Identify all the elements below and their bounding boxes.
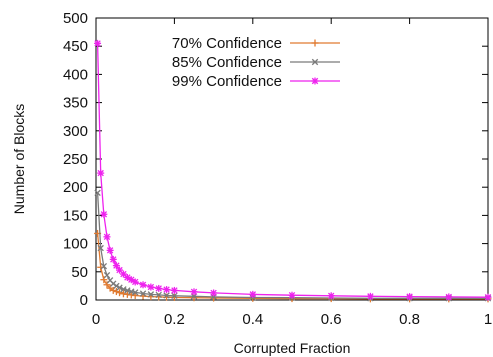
data-point: [113, 282, 120, 290]
data-point: [445, 293, 453, 301]
data-point: [103, 271, 111, 279]
data-point: [100, 276, 108, 284]
data-point: [484, 293, 492, 301]
y-tick-label: 350: [63, 95, 88, 112]
data-point: [147, 283, 155, 291]
data-point: [327, 292, 335, 300]
data-point: [139, 281, 147, 289]
y-axis-title: Number of Blocks: [11, 104, 27, 214]
data-point: [155, 291, 162, 299]
data-point: [190, 288, 198, 296]
data-point: [100, 262, 108, 270]
data-point: [119, 270, 127, 278]
data-point: [103, 233, 111, 241]
legend-label: 70% Confidence: [172, 35, 282, 52]
y-tick-label: 450: [63, 38, 88, 55]
data-point: [155, 284, 163, 292]
data-point: [210, 289, 218, 297]
x-tick-label: 1: [484, 311, 492, 328]
data-point: [132, 289, 139, 296]
y-tick-label: 500: [63, 10, 88, 27]
data-point: [112, 288, 120, 296]
data-point: [109, 255, 117, 263]
x-axis-ticks: 0 0.2 0.4 0.6 0.8 1: [92, 18, 492, 328]
y-tick-label: 150: [63, 207, 88, 224]
x-tick-label: 0.2: [164, 311, 185, 328]
data-point: [163, 286, 171, 294]
data-point: [100, 210, 108, 218]
y-tick-label: 50: [71, 264, 88, 281]
x-tick-label: 0.4: [242, 311, 263, 328]
data-point: [288, 291, 296, 299]
series-layer: [94, 39, 492, 303]
y-tick-label: 400: [63, 66, 88, 83]
y-tick-label: 100: [63, 236, 88, 253]
data-point: [131, 278, 139, 286]
data-point: [406, 293, 414, 301]
data-point: [366, 292, 374, 300]
data-point: [170, 286, 178, 294]
y-tick-label: 300: [63, 123, 88, 140]
y-tick-label: 0: [80, 292, 88, 309]
data-point: [97, 169, 105, 177]
legend-label: 99% Confidence: [172, 73, 282, 90]
x-axis-title: Corrupted Fraction: [234, 340, 351, 356]
x-tick-label: 0.8: [399, 311, 420, 328]
x-tick-label: 0.6: [321, 311, 342, 328]
plot-frame: [95, 17, 489, 301]
data-point: [147, 291, 155, 298]
data-point: [94, 39, 102, 47]
data-point: [112, 262, 120, 270]
legend-label: 85% Confidence: [172, 54, 282, 71]
data-point: [97, 244, 104, 252]
data-point: [311, 39, 319, 47]
data-point: [116, 284, 123, 291]
data-point: [171, 292, 178, 299]
data-point: [106, 246, 114, 254]
data-point: [139, 290, 147, 297]
data-point: [249, 290, 257, 298]
legend: 70% Confidence 85% Confidence 99% Confiden…: [172, 35, 340, 90]
y-tick-label: 200: [63, 179, 88, 196]
data-point: [116, 289, 124, 297]
data-point: [190, 294, 198, 302]
y-axis-ticks: 0 50 100 150 200 250 300 350 400 450 500: [63, 10, 488, 309]
data-point: [163, 292, 170, 299]
data-point: [311, 77, 319, 85]
data-point: [311, 58, 319, 66]
data-point: [103, 281, 111, 289]
series-group: [94, 189, 492, 302]
series-group: [94, 229, 492, 303]
data-point: [94, 189, 101, 197]
x-tick-label: 0: [92, 311, 100, 328]
series-line: [96, 192, 488, 299]
series-group: [94, 39, 492, 301]
y-tick-label: 250: [63, 151, 88, 168]
data-point: [109, 286, 117, 294]
